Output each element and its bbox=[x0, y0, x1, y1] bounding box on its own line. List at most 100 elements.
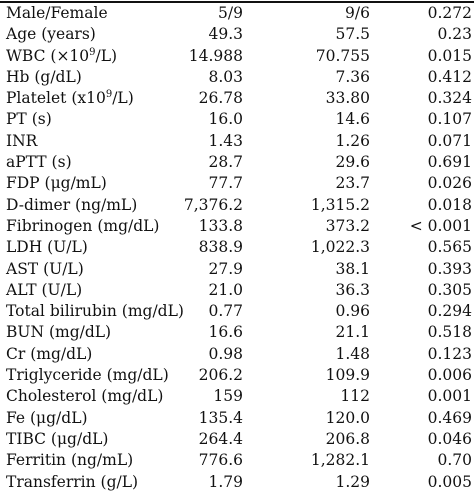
group-b-value: 1,022.3 bbox=[310, 238, 370, 257]
p-value: 0.691 bbox=[427, 153, 472, 172]
row-label: aPTT (s) bbox=[6, 153, 72, 172]
row-label: TIBC (μg/dL) bbox=[6, 429, 109, 448]
row-label: ALT (U/L) bbox=[6, 280, 83, 299]
group-b-value: 21.1 bbox=[335, 323, 370, 342]
table-row: BUN (mg/dL) 16.6 21.1 0.518 bbox=[0, 322, 474, 343]
p-value: < 0.001 bbox=[409, 216, 472, 235]
label-superscript: 9 bbox=[105, 89, 113, 101]
group-b-value: 112 bbox=[340, 387, 370, 406]
group-b-value: 0.96 bbox=[335, 302, 370, 321]
row-label: INR bbox=[6, 131, 38, 150]
table-row: D-dimer (ng/mL) 7,376.2 1,315.2 0.018 bbox=[0, 195, 474, 216]
table-row: Fibrinogen (mg/dL) 133.8 373.2 < 0.001 bbox=[0, 216, 474, 237]
row-label: WBC (×109/L) bbox=[6, 46, 117, 67]
row-label: Platelet (x109/L) bbox=[6, 88, 134, 109]
p-value: 0.018 bbox=[427, 195, 472, 214]
p-value: 0.005 bbox=[427, 472, 472, 491]
lab-values-table: Male/Female 5/9 9/6 0.272 Age (years) 49… bbox=[0, 3, 474, 493]
table-row: AST (U/L) 27.9 38.1 0.393 bbox=[0, 259, 474, 280]
group-b-value: 70.755 bbox=[315, 46, 370, 65]
group-a-value: 14.988 bbox=[188, 46, 243, 65]
table-row: LDH (U/L) 838.9 1,022.3 0.565 bbox=[0, 237, 474, 258]
group-b-value: 9/6 bbox=[345, 4, 370, 22]
p-value: 0.294 bbox=[427, 302, 472, 321]
row-label: LDH (U/L) bbox=[6, 238, 88, 257]
table-row: PT (s) 16.0 14.6 0.107 bbox=[0, 109, 474, 130]
p-value: 0.305 bbox=[427, 280, 472, 299]
row-label: Fe (μg/dL) bbox=[6, 408, 88, 427]
group-a-value: 16.6 bbox=[208, 323, 243, 342]
group-a-value: 264.4 bbox=[198, 429, 243, 448]
group-b-value: 1.26 bbox=[335, 131, 370, 150]
p-value: 0.046 bbox=[427, 429, 472, 448]
table-row: Platelet (x109/L) 26.78 33.80 0.324 bbox=[0, 88, 474, 109]
row-label: Cr (mg/dL) bbox=[6, 344, 93, 363]
group-a-value: 0.77 bbox=[208, 302, 243, 321]
p-value: 0.565 bbox=[427, 238, 472, 257]
row-label: Transferrin (g/L) bbox=[6, 472, 139, 491]
table-row: TIBC (μg/dL) 264.4 206.8 0.046 bbox=[0, 429, 474, 450]
table-row: Fe (μg/dL) 135.4 120.0 0.469 bbox=[0, 408, 474, 429]
table-row: WBC (×109/L) 14.988 70.755 0.015 bbox=[0, 46, 474, 67]
table-row: Hb (g/dL) 8.03 7.36 0.412 bbox=[0, 67, 474, 88]
table-row: ALT (U/L) 21.0 36.3 0.305 bbox=[0, 280, 474, 301]
group-a-value: 28.7 bbox=[208, 153, 243, 172]
table-row: Age (years) 49.3 57.5 0.23 bbox=[0, 24, 474, 45]
row-label: Hb (g/dL) bbox=[6, 67, 82, 86]
group-b-value: 1.29 bbox=[335, 472, 370, 491]
group-b-value: 1,282.1 bbox=[310, 451, 370, 470]
group-a-value: 159 bbox=[213, 387, 243, 406]
table-row: Cr (mg/dL) 0.98 1.48 0.123 bbox=[0, 344, 474, 365]
group-a-value: 0.98 bbox=[208, 344, 243, 363]
label-superscript: 9 bbox=[89, 46, 96, 58]
row-label: AST (U/L) bbox=[6, 259, 84, 278]
p-value: 0.001 bbox=[427, 387, 472, 406]
group-a-value: 49.3 bbox=[208, 25, 243, 44]
p-value: 0.23 bbox=[437, 25, 472, 44]
table-row: Transferrin (g/L) 1.79 1.29 0.005 bbox=[0, 472, 474, 493]
group-b-value: 109.9 bbox=[325, 366, 370, 385]
group-b-value: 57.5 bbox=[335, 25, 370, 44]
label-text: Platelet (x10 bbox=[6, 89, 106, 108]
group-b-value: 23.7 bbox=[335, 174, 370, 193]
row-label: Male/Female bbox=[6, 4, 108, 22]
table-row: Ferritin (ng/mL) 776.6 1,282.1 0.70 bbox=[0, 450, 474, 471]
group-a-value: 1.43 bbox=[208, 131, 243, 150]
table-row: Total bilirubin (mg/dL) 0.77 0.96 0.294 bbox=[0, 301, 474, 322]
row-label: Fibrinogen (mg/dL) bbox=[6, 216, 160, 235]
p-value: 0.393 bbox=[427, 259, 472, 278]
p-value: 0.412 bbox=[427, 67, 472, 86]
group-b-value: 206.8 bbox=[325, 429, 370, 448]
group-b-value: 29.6 bbox=[335, 153, 370, 172]
p-value: 0.70 bbox=[437, 451, 472, 470]
p-value: 0.469 bbox=[427, 408, 472, 427]
group-b-value: 38.1 bbox=[335, 259, 370, 278]
label-text: WBC (×10 bbox=[6, 46, 90, 65]
label-text: /L) bbox=[112, 89, 134, 108]
p-value: 0.026 bbox=[427, 174, 472, 193]
group-b-value: 120.0 bbox=[325, 408, 370, 427]
p-value: 0.272 bbox=[427, 4, 472, 22]
group-a-value: 7,376.2 bbox=[183, 195, 243, 214]
group-a-value: 77.7 bbox=[208, 174, 243, 193]
group-b-value: 33.80 bbox=[325, 89, 370, 108]
table-row: Triglyceride (mg/dL) 206.2 109.9 0.006 bbox=[0, 365, 474, 386]
row-label: PT (s) bbox=[6, 110, 52, 129]
p-value: 0.324 bbox=[427, 89, 472, 108]
table-row: Cholesterol (mg/dL) 159 112 0.001 bbox=[0, 386, 474, 407]
group-b-value: 1.48 bbox=[335, 344, 370, 363]
group-a-value: 8.03 bbox=[208, 67, 243, 86]
group-a-value: 776.6 bbox=[198, 451, 243, 470]
group-a-value: 5/9 bbox=[218, 4, 243, 22]
group-a-value: 27.9 bbox=[208, 259, 243, 278]
row-label: BUN (mg/dL) bbox=[6, 323, 112, 342]
group-a-value: 133.8 bbox=[198, 216, 243, 235]
group-a-value: 838.9 bbox=[198, 238, 243, 257]
row-label: Cholesterol (mg/dL) bbox=[6, 387, 164, 406]
p-value: 0.518 bbox=[427, 323, 472, 342]
row-label: Ferritin (ng/mL) bbox=[6, 451, 134, 470]
group-a-value: 135.4 bbox=[198, 408, 243, 427]
group-b-value: 373.2 bbox=[325, 216, 370, 235]
group-a-value: 206.2 bbox=[198, 366, 243, 385]
table-row: Male/Female 5/9 9/6 0.272 bbox=[0, 3, 474, 24]
